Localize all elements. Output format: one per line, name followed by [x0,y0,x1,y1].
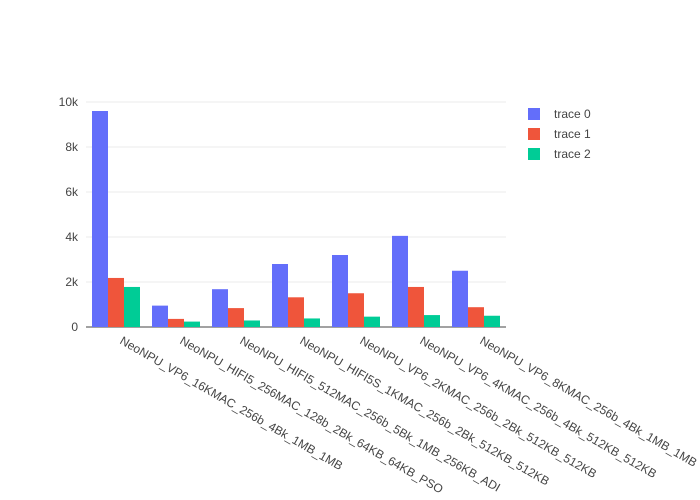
legend-swatch [528,128,540,140]
bar-trace-0-4[interactable] [332,255,348,327]
y-tick-label: 2k [65,275,79,289]
y-tick-label: 4k [65,230,79,244]
y-tick-label: 10k [59,95,79,109]
bar-trace-2-3[interactable] [304,318,320,327]
bar-trace-0-2[interactable] [212,289,228,327]
bar-trace-2-4[interactable] [364,316,380,327]
y-tick-label: 6k [65,185,79,199]
y-tick-label: 0 [71,320,78,334]
bar-trace-0-1[interactable] [152,305,168,327]
bar-trace-1-2[interactable] [228,308,244,327]
bar-trace-0-0[interactable] [92,111,108,327]
bar-trace-2-2[interactable] [244,320,260,327]
bar-trace-1-0[interactable] [108,277,124,327]
y-tick-label: 8k [65,140,79,154]
legend-label: trace 0 [554,107,591,121]
legend-label: trace 2 [554,147,591,161]
legend-item[interactable]: trace 1 [528,127,591,141]
legend-swatch [528,108,540,120]
legend-label: trace 1 [554,127,591,141]
legend-item[interactable]: trace 2 [528,147,591,161]
legend-swatch [528,148,540,160]
bar-trace-2-0[interactable] [124,286,140,327]
y-axis: 0 2k 4k 6k 8k 10k [59,95,79,334]
legend-item[interactable]: trace 0 [528,107,591,121]
bar-trace-2-1[interactable] [184,321,200,327]
bar-trace-2-6[interactable] [484,315,500,327]
bar-trace-1-3[interactable] [288,297,304,327]
bar-trace-1-4[interactable] [348,293,364,327]
bar-trace-2-5[interactable] [424,315,440,327]
legend[interactable]: trace 0 trace 1 trace 2 [528,107,591,161]
bars [92,111,500,327]
bar-trace-1-5[interactable] [408,286,424,327]
bar-trace-1-1[interactable] [168,318,184,327]
bar-trace-0-6[interactable] [452,270,468,327]
bar-trace-1-6[interactable] [468,307,484,327]
bar-trace-0-3[interactable] [272,264,288,327]
bar-trace-0-5[interactable] [392,235,408,327]
